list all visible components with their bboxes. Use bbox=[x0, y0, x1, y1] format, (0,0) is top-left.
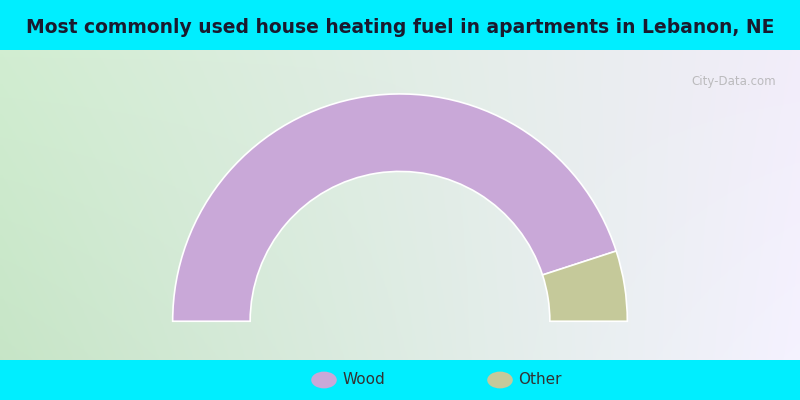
Text: Other: Other bbox=[518, 372, 562, 388]
Wedge shape bbox=[173, 94, 616, 321]
Text: City-Data.com: City-Data.com bbox=[691, 75, 776, 88]
Text: Wood: Wood bbox=[342, 372, 385, 388]
Wedge shape bbox=[542, 251, 627, 321]
Ellipse shape bbox=[311, 372, 337, 388]
Ellipse shape bbox=[487, 372, 513, 388]
Text: Most commonly used house heating fuel in apartments in Lebanon, NE: Most commonly used house heating fuel in… bbox=[26, 18, 774, 37]
